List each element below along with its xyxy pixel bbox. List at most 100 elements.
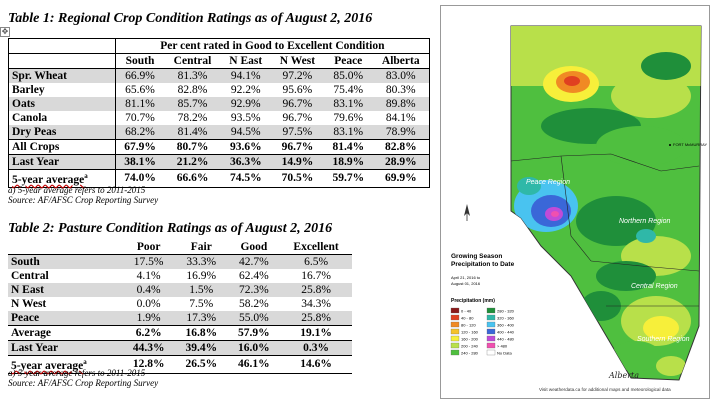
row-label: All Crops <box>8 139 116 155</box>
legend-label: 0 - 40 <box>461 309 472 314</box>
table2-col-header: Fair <box>174 240 228 255</box>
legend-label: 40 - 80 <box>461 316 474 321</box>
row-label-text: Last Year <box>11 341 59 354</box>
map-label-northern-region: Northern Region <box>619 218 670 225</box>
table-row: Central 4.1% 16.9% 62.4% 16.7% <box>8 269 352 283</box>
table-cell: 67.9% <box>114 139 165 155</box>
table-cell: 83.1% <box>324 125 373 140</box>
row-label-text: Oats <box>12 97 35 110</box>
table-cell: 75.4% <box>333 83 364 96</box>
row-label: Dry Peas <box>8 125 116 140</box>
table-row: 5-year averagea 12.8% 26.5% 46.1% 14.6% <box>8 355 352 374</box>
table2-footnote: a) 5-year average refers to 2011-2015 <box>8 368 146 378</box>
map-title-line1: Growing Season <box>451 253 502 260</box>
table-cell: 92.2% <box>230 83 261 96</box>
table2-body: South 17.5% 33.3% 42.7% 6.5% Central 4.1% 16.9%… <box>8 254 352 374</box>
table-cell: 39.4% <box>174 340 228 356</box>
table-cell: 6.5% <box>280 254 352 269</box>
row-label: 5-year averagea <box>9 170 116 188</box>
table1-group-header: Per cent rated in Good to Excellent Cond… <box>114 38 430 54</box>
table-cell: 34.3% <box>301 297 331 310</box>
table2-col-header: Good <box>227 240 281 255</box>
legend-swatch <box>486 342 496 349</box>
table-cell: 80.7% <box>164 139 221 155</box>
legend-swatch <box>450 321 460 328</box>
table1-footnote: a) 5-year average refers to 2011-2015 <box>8 185 146 195</box>
legend-swatch <box>486 328 496 335</box>
table1-body: Spr. Wheat 66.9% 81.3% 94.1% 97.2% 85.0% 83.0%… <box>8 68 430 188</box>
table-cell: 81.4% <box>324 139 373 155</box>
table-row: South 17.5% 33.3% 42.7% 6.5% <box>8 254 352 269</box>
row-label-text: South <box>11 255 40 268</box>
table-cell: 68.2% <box>114 125 165 140</box>
table-cell: 42.7% <box>227 254 281 269</box>
table-cell: 25.8% <box>280 311 352 326</box>
table-cell: 66.6% <box>176 171 209 184</box>
row-label-text: N East <box>11 283 44 296</box>
legend-label: 160 - 200 <box>461 337 479 342</box>
table-row: Average 6.2% 16.8% 57.9% 19.1% <box>8 325 352 341</box>
table-cell: 26.5% <box>174 355 228 374</box>
row-label-text: Central <box>11 269 49 282</box>
table2-column-header-row: Poor Fair Good Excellent <box>8 240 352 255</box>
table1-col-header: Central <box>173 54 212 67</box>
table1-title: Table 1: Regional Crop Condition Ratings… <box>8 11 373 26</box>
table-cell: 4.1% <box>136 269 161 282</box>
table1-column-header-row: South Central N East N West Peace Albert… <box>9 53 430 69</box>
row-label-text: N West <box>11 297 47 310</box>
table1-col-header: Peace <box>334 54 363 67</box>
table1-col-header: N East <box>229 54 263 67</box>
table-cell: 74.5% <box>229 171 262 184</box>
table-move-icon[interactable]: ✥ <box>0 27 10 37</box>
map-date-line1: April 21, 2016 to <box>451 275 481 280</box>
table-cell: 1.5% <box>174 283 228 297</box>
table-cell: 81.3% <box>164 68 221 83</box>
footnote-marker: a <box>84 172 88 180</box>
table-cell: 21.2% <box>164 154 221 170</box>
legend-label: > 480 <box>497 344 508 349</box>
row-label: N West <box>8 297 122 311</box>
legend-swatch <box>450 314 460 321</box>
table-cell: 79.6% <box>333 111 364 124</box>
table-cell: 95.6% <box>282 83 313 96</box>
legend-swatch <box>450 342 460 349</box>
row-label: Peace <box>8 311 123 326</box>
legend-swatch <box>486 349 496 356</box>
table-cell: 81.4% <box>164 125 221 140</box>
map-label-southern-region: Southern Region <box>637 336 690 343</box>
table-cell: 85.7% <box>164 97 221 111</box>
table-cell: 7.5% <box>189 297 214 310</box>
table-cell: 85.0% <box>324 68 373 83</box>
table-cell: 81.1% <box>114 97 165 111</box>
table-cell: 16.0% <box>227 340 281 356</box>
legend-swatch <box>486 335 496 342</box>
table-cell: 72.3% <box>227 283 281 297</box>
legend-label: No Data <box>497 351 512 356</box>
table-cell: 44.3% <box>122 340 175 356</box>
map-footer: Visit weatherdata.ca for additional maps… <box>539 387 671 392</box>
row-label-text: Canola <box>12 111 48 124</box>
table-row: N West 0.0% 7.5% 58.2% 34.3% <box>8 297 352 311</box>
table-cell: 58.2% <box>239 297 269 310</box>
table-cell: 66.9% <box>114 68 165 83</box>
table-cell: 14.6% <box>280 355 352 374</box>
table-cell: 57.9% <box>227 325 281 341</box>
table-cell: 1.9% <box>122 311 175 326</box>
pasture-condition-table: Poor Fair Good Excellent South 17.5% 33.3%… <box>8 240 352 374</box>
table-cell: 0.3% <box>280 340 352 356</box>
table-cell: 19.1% <box>280 325 352 341</box>
table1-group-header-row: Per cent rated in Good to Excellent Cond… <box>8 38 430 54</box>
table2-col-header: Poor <box>122 240 175 255</box>
table-row: All Crops 67.9% 80.7% 93.6% 96.7% 81.4% 82.8% <box>8 139 430 155</box>
table-cell: 96.7% <box>282 111 313 124</box>
north-arrow-icon <box>464 204 470 221</box>
table-cell: 97.2% <box>270 68 324 83</box>
table-cell: 89.8% <box>372 97 430 111</box>
crop-condition-table: Per cent rated in Good to Excellent Cond… <box>8 38 430 188</box>
map-label-peace-region: Peace Region <box>526 179 570 186</box>
table-cell: 84.1% <box>385 111 416 124</box>
table-cell: 16.7% <box>301 269 331 282</box>
legend-label: 240 - 280 <box>461 351 479 356</box>
table-cell: 18.9% <box>324 154 373 170</box>
row-label: Oats <box>8 97 116 111</box>
